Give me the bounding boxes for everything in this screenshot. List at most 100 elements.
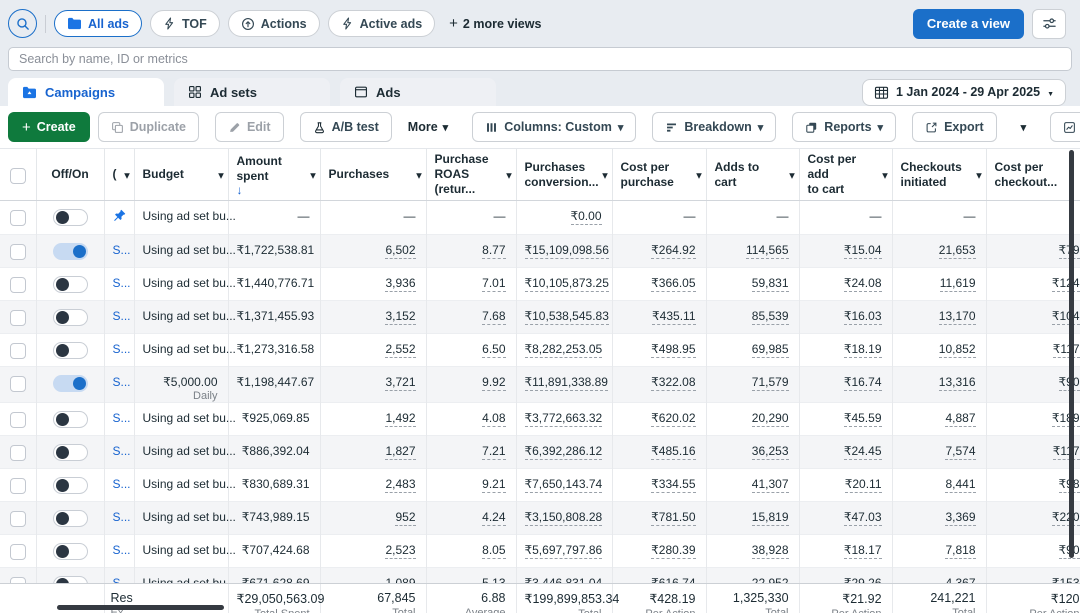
row-checkbox[interactable] [10,478,26,494]
export-button[interactable]: Export [912,112,997,142]
cost-per-checkout-value[interactable]: ₹104 [1052,309,1080,325]
purchases-value[interactable]: 952 [395,510,415,526]
purchase-roas-value[interactable]: 5.13 [482,576,505,584]
adds-to-cart-value[interactable]: 20,290 [752,411,789,427]
adds-to-cart-value[interactable]: 69,985 [752,342,789,358]
conversion-value[interactable]: ₹7,650,143.74 [525,477,603,493]
cost-per-purchase-value[interactable]: ₹498.95 [651,342,695,358]
off-on-toggle[interactable] [53,543,88,560]
cost-per-add-value[interactable]: ₹15.04 [844,243,882,259]
adds-to-cart-value[interactable]: 36,253 [752,444,789,460]
checkouts-value[interactable]: 4,887 [945,411,975,427]
purchases-value[interactable]: 2,483 [385,477,415,493]
purchases-value[interactable]: 3,721 [385,375,415,391]
purchase-roas-value[interactable]: 8.77 [482,243,505,259]
row-checkbox[interactable] [10,577,26,584]
row-checkbox[interactable] [10,412,26,428]
col-purchase-roas[interactable]: PurchaseROAS (retur... [426,149,516,200]
view-pill-actions[interactable]: Actions [228,10,320,37]
purchase-roas-value[interactable]: 7.01 [482,276,505,292]
reports-button[interactable]: Reports [792,112,896,142]
off-on-toggle[interactable] [53,510,88,527]
off-on-toggle[interactable] [53,411,88,428]
conversion-value[interactable]: ₹6,392,286.12 [525,444,603,460]
purchases-value[interactable]: 3,152 [385,309,415,325]
row-checkbox[interactable] [10,210,26,226]
vertical-scrollbar[interactable] [1069,150,1074,558]
cost-per-add-value[interactable]: ₹24.45 [844,444,882,460]
create-button[interactable]: Create [8,112,90,142]
cost-per-checkout-value[interactable]: ₹220 [1052,510,1080,526]
conversion-value[interactable]: ₹5,697,797.86 [525,543,603,559]
more-button[interactable]: More [400,112,456,142]
checkouts-value[interactable]: 11,619 [940,276,976,292]
checkouts-value[interactable]: 7,818 [945,543,975,559]
off-on-toggle[interactable] [53,477,88,494]
search-button[interactable] [8,9,37,38]
adds-to-cart-value[interactable]: — [777,209,789,224]
off-on-toggle[interactable] [53,276,88,293]
cost-per-add-value[interactable]: ₹18.19 [844,342,882,358]
col-checkouts-initiated[interactable]: Checkoutsinitiated [892,149,986,200]
search-input[interactable] [8,47,1072,71]
cost-per-purchase-value[interactable]: — [684,209,696,224]
purchases-value[interactable]: 2,552 [385,342,415,358]
row-checkbox[interactable] [10,310,26,326]
adds-to-cart-value[interactable]: 71,579 [752,375,789,391]
conversion-value[interactable]: ₹11,891,338.89 [525,375,608,391]
campaign-name-link[interactable]: S... [113,576,131,584]
ab-test-button[interactable]: A/B test [300,112,392,142]
purchase-roas-value[interactable]: 4.24 [482,510,505,526]
date-range-button[interactable]: 1 Jan 2024 - 29 Apr 2025 [862,79,1066,106]
off-on-toggle[interactable] [53,209,88,226]
purchases-value[interactable]: 1,492 [385,411,415,427]
purchase-roas-value[interactable]: 7.21 [482,444,505,460]
cost-per-purchase-value[interactable]: ₹781.50 [651,510,695,526]
row-checkbox[interactable] [10,244,26,260]
edit-button[interactable]: Edit [215,112,284,142]
off-on-toggle[interactable] [53,309,88,326]
adds-to-cart-value[interactable]: 85,539 [752,309,789,325]
purchases-value[interactable]: — [404,209,416,224]
purchases-value[interactable]: 2,523 [385,543,415,559]
adds-to-cart-value[interactable]: 15,819 [752,510,789,526]
row-checkbox[interactable] [10,343,26,359]
cost-per-purchase-value[interactable]: ₹264.92 [651,243,695,259]
campaign-name-link[interactable]: S... [113,243,131,257]
duplicate-button[interactable]: Duplicate [98,112,199,142]
campaign-name-link[interactable]: S... [113,543,131,557]
purchase-roas-value[interactable]: 4.08 [482,411,505,427]
conversion-value[interactable]: ₹3,446,831.04 [525,576,603,584]
col-purchases-conversion[interactable]: Purchasesconversion... [516,149,612,200]
adds-to-cart-value[interactable]: 38,928 [752,543,789,559]
cost-per-purchase-value[interactable]: ₹435.11 [652,309,695,325]
purchase-roas-value[interactable]: 7.68 [482,309,505,325]
cost-per-add-value[interactable]: ₹47.03 [844,510,882,526]
row-checkbox[interactable] [10,445,26,461]
cost-per-checkout-value[interactable]: ₹117 [1053,444,1080,460]
checkouts-value[interactable]: 3,369 [945,510,975,526]
cost-per-add-value[interactable]: ₹16.74 [844,375,882,391]
col-cost-per-add-to-cart[interactable]: Cost per addto cart [799,149,892,200]
cost-per-checkout-value[interactable]: ₹124 [1052,276,1080,292]
cost-per-purchase-value[interactable]: ₹280.39 [651,543,695,559]
cost-per-purchase-value[interactable]: ₹366.05 [651,276,695,292]
tab-campaigns[interactable]: Campaigns [8,78,164,106]
cost-per-purchase-value[interactable]: ₹616.74 [651,576,695,584]
cost-per-add-value[interactable]: ₹16.03 [844,309,882,325]
conversion-value[interactable]: ₹0.00 [571,209,602,225]
checkouts-value[interactable]: 21,653 [939,243,976,259]
adds-to-cart-value[interactable]: 22,952 [752,576,789,584]
col-amount-spent[interactable]: Amount spent↓ [228,149,320,200]
adds-to-cart-value[interactable]: 114,565 [746,243,789,259]
campaign-name-link[interactable]: S... [113,477,131,491]
row-checkbox[interactable] [10,511,26,527]
row-checkbox[interactable] [10,277,26,293]
cost-per-purchase-value[interactable]: ₹485.16 [651,444,695,460]
charts-button[interactable]: Charts [1050,112,1080,142]
campaign-name-link[interactable]: S... [113,309,131,323]
col-purchases[interactable]: Purchases [320,149,426,200]
col-cost-per-purchase[interactable]: Cost perpurchase [612,149,706,200]
filters-button[interactable] [1032,9,1066,39]
more-views-button[interactable]: 2 more views [443,16,547,31]
